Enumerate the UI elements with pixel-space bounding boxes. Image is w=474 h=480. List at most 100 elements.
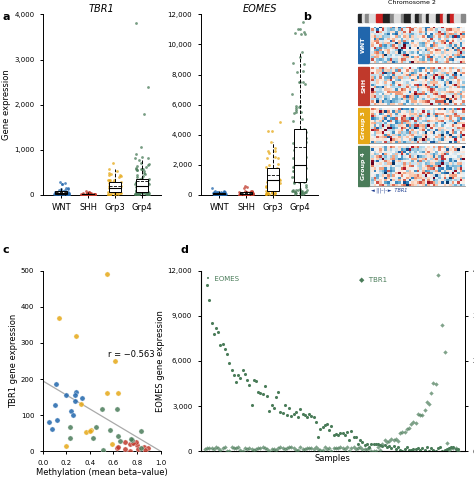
Point (136, 189, 144, 196)
Point (292, 191, 299, 198)
Point (390, 443, 397, 450)
Point (108, 189, 116, 197)
Point (423, 443, 430, 451)
Point (83, 189, 91, 196)
Point (219, 444, 227, 452)
Point (210, 188, 218, 196)
Point (247, 188, 255, 195)
Point (133, 171, 140, 179)
Point (139, 176, 146, 184)
Bar (443, 14, 447, 22)
Title: TBR1: TBR1 (89, 4, 115, 13)
Point (301, 189, 308, 197)
Bar (358, 146, 369, 186)
Point (105, 185, 113, 192)
Point (88, 191, 95, 198)
Point (347, 427, 355, 435)
Bar (358, 67, 369, 105)
Point (350, 433, 357, 441)
Point (297, 443, 304, 451)
Point (432, 380, 439, 387)
Point (114, 443, 121, 451)
Point (396, 446, 404, 454)
Bar (401, 14, 404, 22)
Point (352, 445, 360, 453)
Point (201, 445, 209, 453)
Point (289, 91, 296, 98)
Point (144, 191, 152, 199)
Point (132, 186, 140, 194)
Point (145, 188, 152, 196)
Point (291, 138, 299, 146)
Point (136, 190, 143, 198)
Point (299, 158, 307, 166)
Point (297, 168, 305, 176)
Text: c: c (2, 245, 9, 255)
Point (291, 178, 298, 186)
Point (80, 191, 88, 198)
Point (301, 81, 309, 88)
Point (302, 139, 310, 146)
Point (108, 180, 115, 188)
Point (262, 187, 270, 195)
Point (113, 167, 121, 175)
Point (64, 190, 72, 197)
Point (272, 446, 280, 454)
Point (270, 168, 278, 176)
Point (206, 296, 213, 303)
Point (69, 411, 77, 419)
Point (276, 180, 284, 187)
Point (310, 445, 318, 453)
Point (63, 188, 70, 195)
Point (299, 410, 306, 418)
FancyBboxPatch shape (240, 192, 252, 194)
Point (292, 169, 300, 177)
Point (321, 443, 328, 451)
Point (416, 411, 424, 419)
Point (290, 145, 298, 153)
Point (264, 168, 272, 176)
Point (354, 440, 362, 448)
Point (213, 190, 220, 197)
Point (139, 180, 147, 188)
Point (138, 183, 146, 191)
Point (134, 191, 142, 199)
Text: SHH: SHH (361, 78, 366, 93)
Point (222, 191, 229, 198)
Point (265, 186, 273, 194)
Point (105, 165, 113, 173)
Point (145, 188, 152, 195)
Point (250, 446, 257, 454)
Point (272, 144, 279, 151)
Point (219, 340, 227, 348)
Point (128, 436, 136, 444)
Point (242, 189, 249, 197)
Point (121, 445, 128, 453)
Point (297, 189, 304, 196)
Point (62, 188, 70, 196)
Point (363, 441, 371, 448)
Point (86, 191, 94, 198)
Point (319, 446, 326, 454)
Point (237, 190, 245, 198)
Point (450, 443, 457, 451)
Point (116, 190, 123, 197)
Point (232, 444, 240, 452)
Point (139, 153, 146, 160)
Point (144, 444, 152, 452)
Point (252, 445, 260, 453)
Point (107, 188, 115, 195)
Point (297, 188, 305, 196)
Point (139, 179, 146, 187)
Point (211, 191, 219, 198)
Point (77, 400, 85, 408)
Point (220, 187, 228, 194)
Point (92, 423, 100, 431)
Point (290, 410, 298, 418)
Point (302, 183, 310, 191)
Point (346, 436, 353, 444)
Point (443, 445, 451, 453)
Point (281, 401, 289, 409)
Point (262, 164, 269, 171)
Point (109, 159, 117, 167)
